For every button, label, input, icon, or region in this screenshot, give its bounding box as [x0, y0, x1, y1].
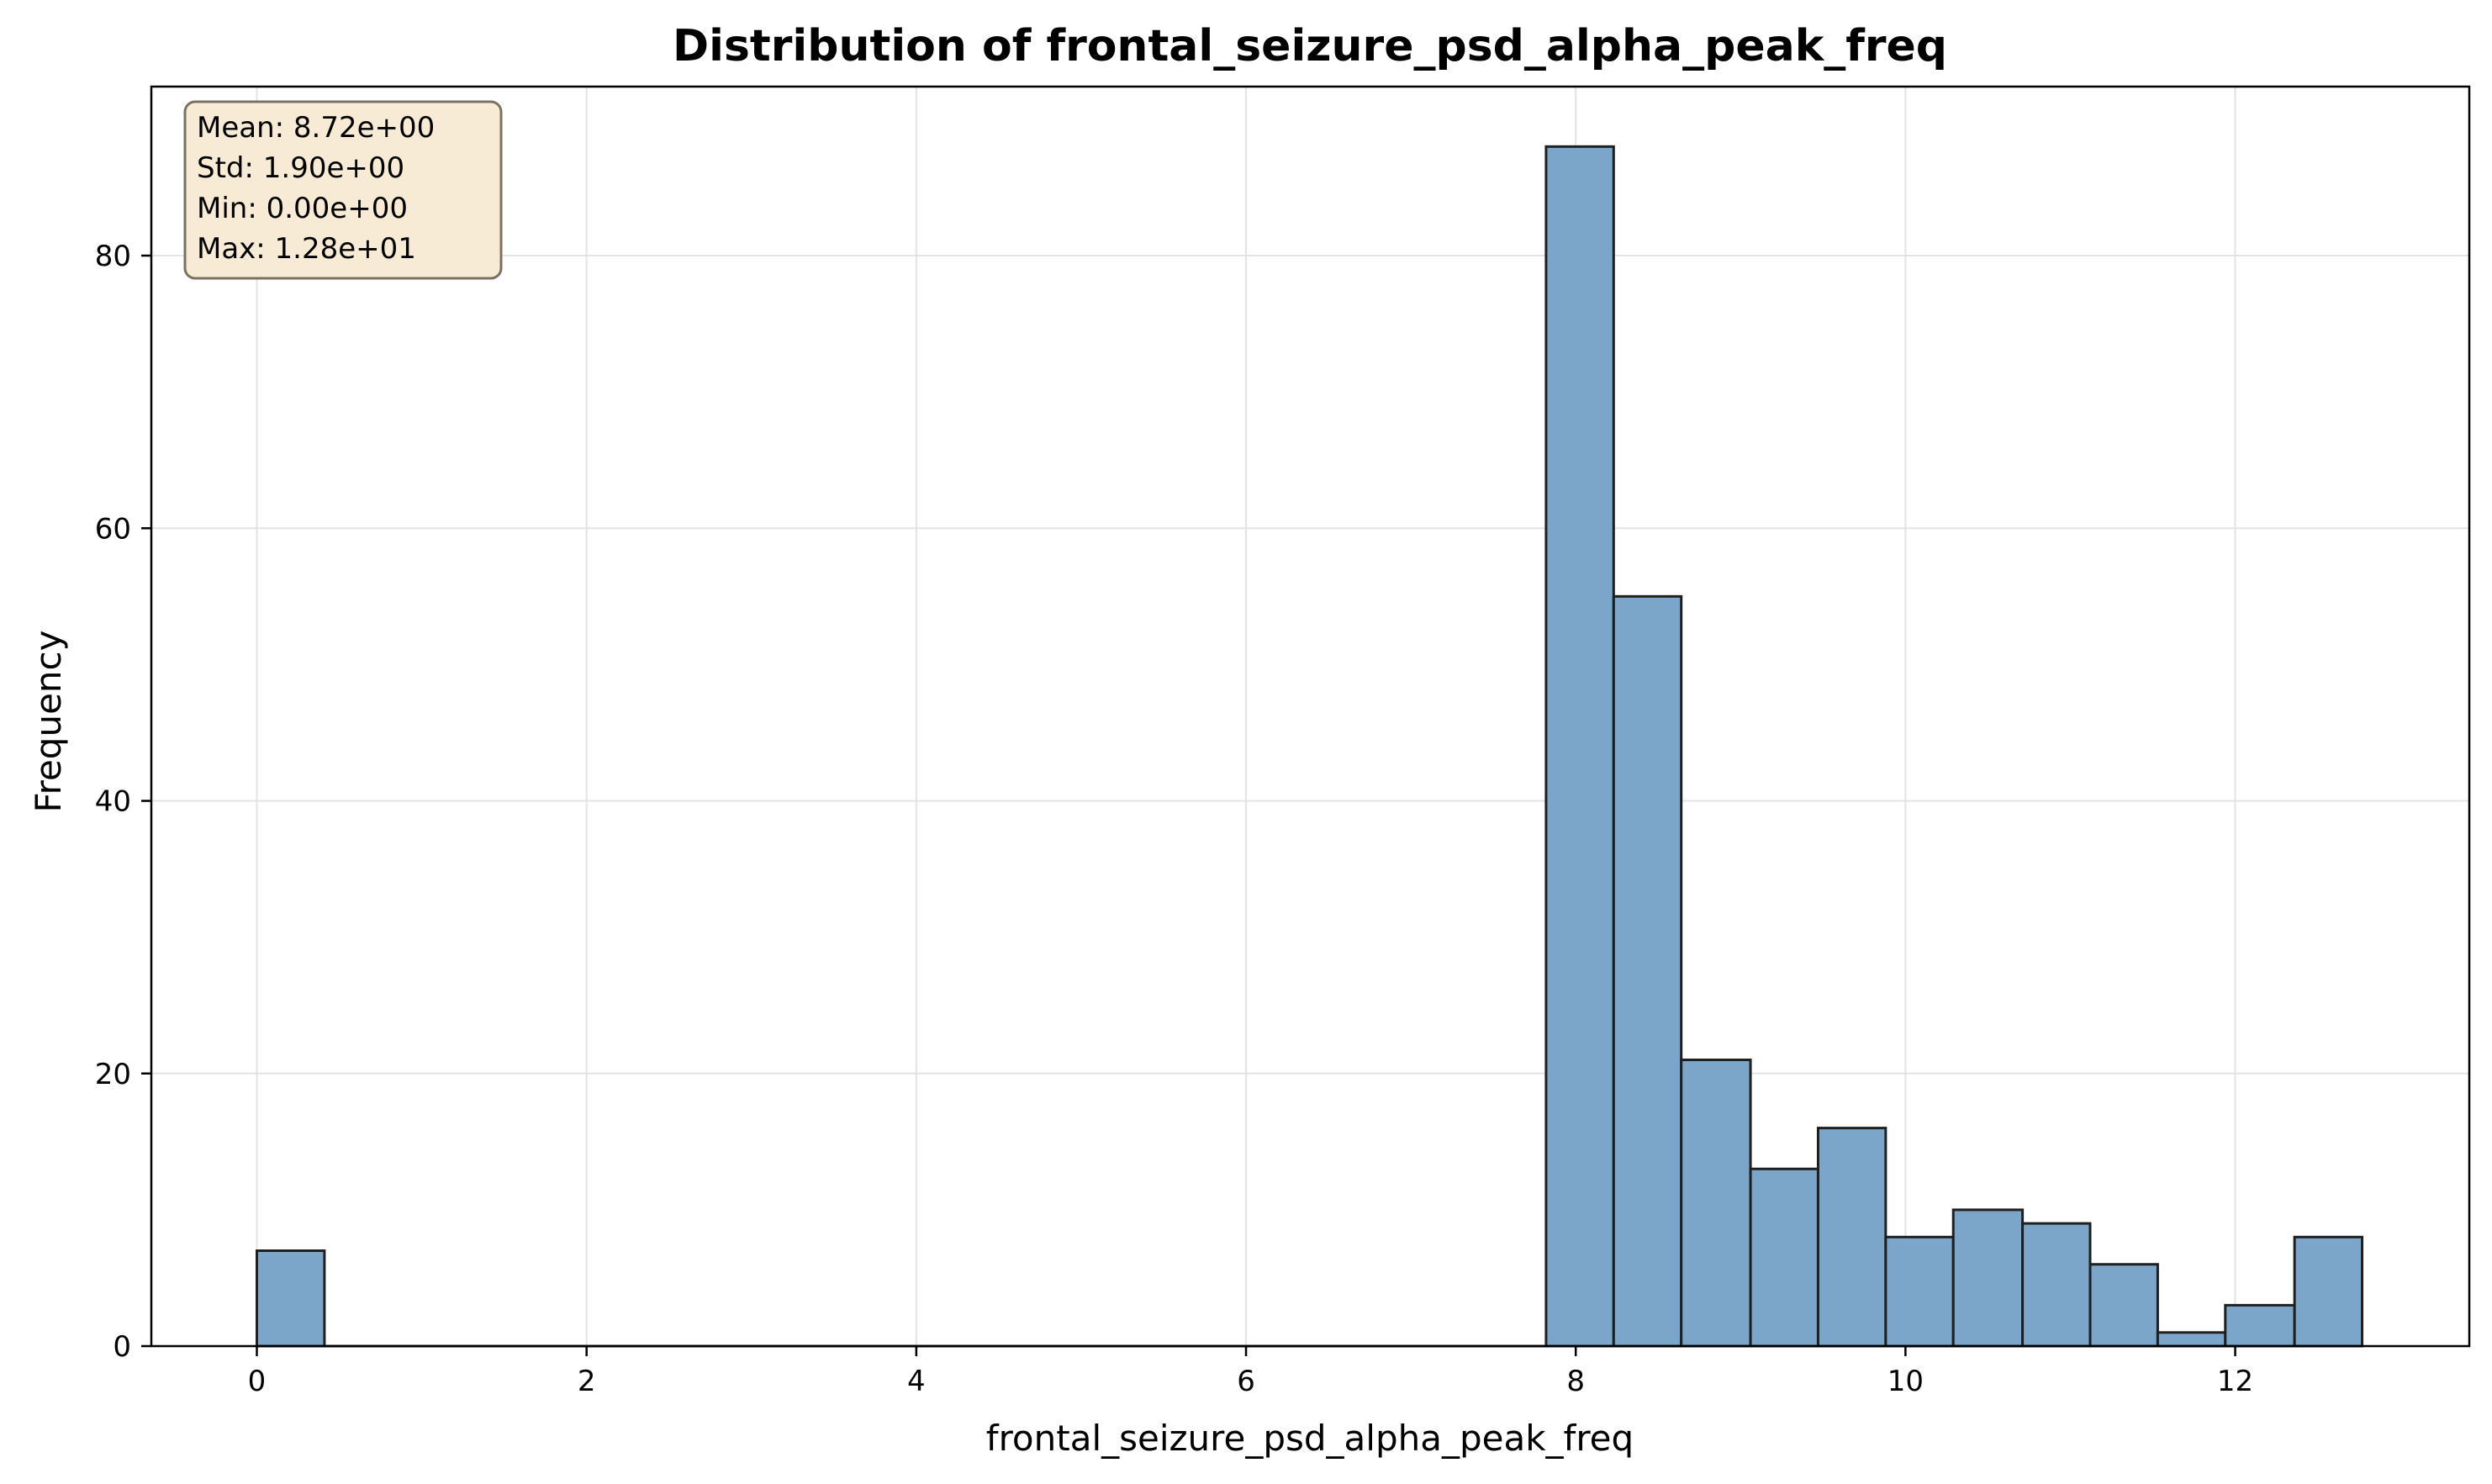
x-tick-label: 12 — [2217, 1365, 2253, 1398]
histogram-bar — [2156, 1331, 2227, 1348]
histogram-bar — [2088, 1263, 2159, 1348]
histogram-bar — [1749, 1167, 1819, 1348]
y-axis-label: Frequency — [28, 631, 69, 813]
stats-line: Std: 1.90e+00 — [197, 151, 404, 185]
y-tick-label: 20 — [95, 1058, 131, 1091]
y-axis-ticks: 0 20 40 60 80 — [95, 240, 151, 1364]
x-tick-label: 2 — [578, 1365, 596, 1398]
stats-box-background — [183, 100, 503, 280]
histogram-bar — [1951, 1208, 2025, 1348]
x-tick-label: 6 — [1237, 1365, 1255, 1398]
histogram-bar — [255, 1249, 326, 1348]
histogram-bar — [1884, 1235, 1955, 1348]
x-tick-label: 8 — [1566, 1365, 1585, 1398]
histogram-bar — [1680, 1059, 1752, 1348]
y-tick-label: 60 — [95, 512, 131, 546]
x-tick-label: 4 — [907, 1365, 926, 1398]
histogram-bar — [1816, 1127, 1887, 1348]
histogram-bar — [2224, 1303, 2296, 1348]
histogram-bars — [255, 145, 2364, 1348]
histogram-bar — [2293, 1235, 2364, 1348]
y-tick-label: 40 — [95, 785, 131, 819]
stats-line: Mean: 8.72e+00 — [197, 111, 435, 145]
stats-line: Max: 1.28e+01 — [197, 232, 416, 266]
x-tick-label: 0 — [248, 1365, 267, 1398]
x-axis-label: frontal_seizure_psd_alpha_peak_freq — [986, 1418, 1634, 1459]
y-tick-label: 80 — [95, 240, 131, 273]
chart-title: Distribution of frontal_seizure_psd_alph… — [673, 21, 1947, 71]
plot-frame — [150, 85, 2471, 1348]
histogram-bar — [1544, 145, 1615, 1348]
histogram-bar — [1612, 594, 1683, 1348]
y-tick-label: 0 — [113, 1330, 131, 1364]
histogram-bar — [2021, 1222, 2092, 1348]
x-axis-ticks: 0 2 4 6 8 10 12 — [248, 1346, 2253, 1398]
stats-box: Mean: 8.72e+00 Std: 1.90e+00 Min: 0.00e+00… — [183, 100, 503, 280]
x-tick-label: 10 — [1887, 1365, 1924, 1398]
stats-line: Min: 0.00e+00 — [197, 192, 408, 225]
